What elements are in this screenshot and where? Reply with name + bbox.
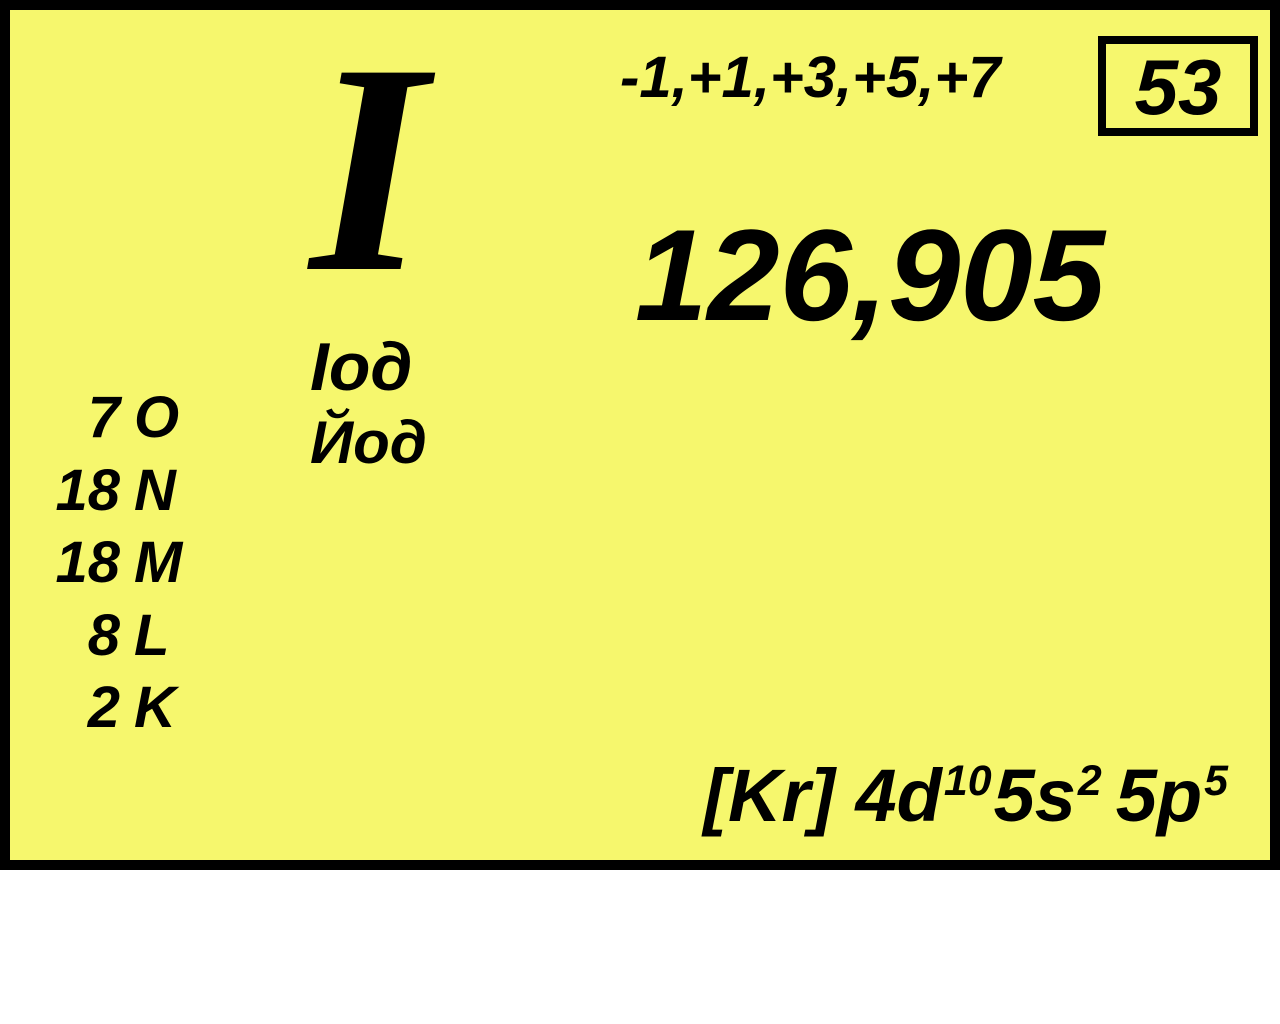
element-name-primary: Іод — [310, 330, 412, 405]
shell-label: M — [134, 527, 182, 600]
shell-label: L — [134, 600, 169, 673]
element-symbol: I — [310, 18, 427, 318]
oxidation-states: -1,+1,+3,+5,+7 — [620, 44, 1001, 111]
shell-row: 18N — [40, 455, 182, 528]
shell-count: 18 — [40, 455, 120, 528]
atomic-number: 53 — [1098, 36, 1258, 136]
econfig-superscript: 10 — [944, 757, 992, 805]
shell-count: 2 — [40, 672, 120, 745]
shell-count: 18 — [40, 527, 120, 600]
econfig-text: [Kr] 4d — [703, 754, 941, 837]
econfig-text: 5s — [994, 754, 1076, 837]
shell-label: O — [134, 382, 179, 455]
econfig-text: 5p — [1116, 754, 1202, 837]
econfig-superscript: 5 — [1204, 757, 1228, 805]
element-name-secondary: Йод — [310, 410, 427, 476]
shell-count: 8 — [40, 600, 120, 673]
shell-label: N — [134, 455, 176, 528]
element-card: I Іод Йод -1,+1,+3,+5,+7 53 126,905 7O18… — [0, 0, 1280, 870]
shell-row: 8L — [40, 600, 182, 673]
electron-shells: 7O18N18M8L2K — [40, 382, 182, 745]
electron-configuration: [Kr] 4d105s2 5p5 — [703, 753, 1230, 838]
shell-count: 7 — [40, 382, 120, 455]
atomic-number-value: 53 — [1135, 43, 1222, 131]
shell-row: 2K — [40, 672, 182, 745]
shell-row: 7O — [40, 382, 182, 455]
shell-row: 18M — [40, 527, 182, 600]
shell-label: K — [134, 672, 176, 745]
atomic-mass: 126,905 — [635, 210, 1105, 340]
econfig-superscript: 2 — [1078, 757, 1102, 805]
